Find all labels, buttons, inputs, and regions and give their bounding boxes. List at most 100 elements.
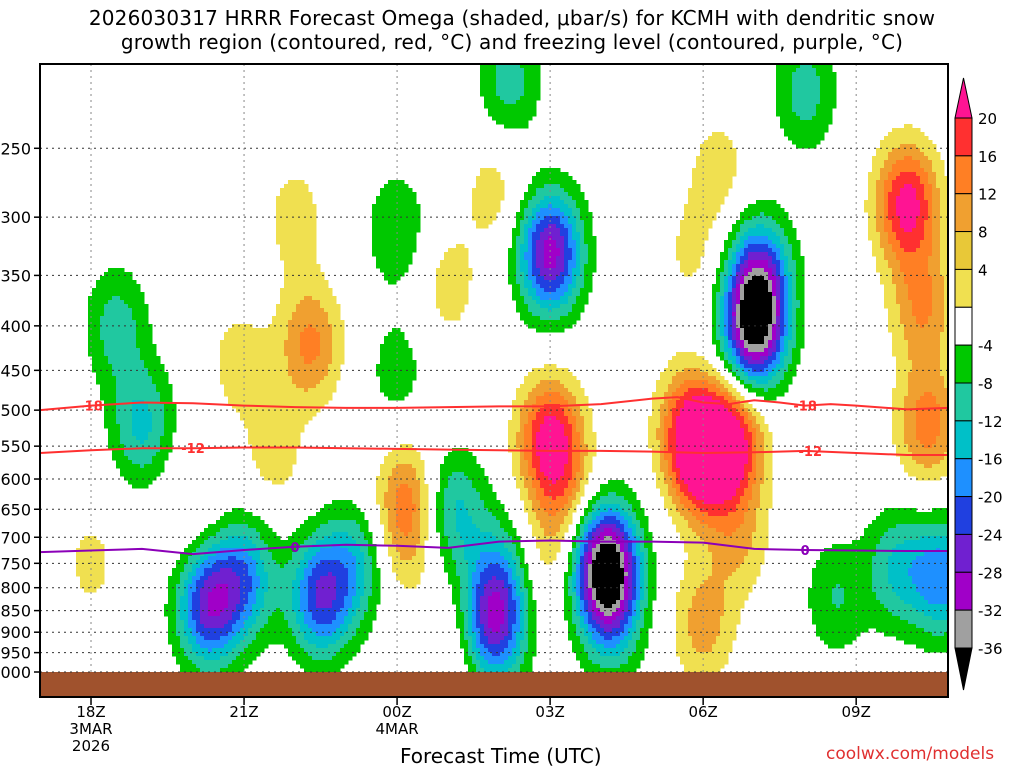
omega-cell <box>928 284 933 289</box>
omega-cell <box>796 264 801 269</box>
omega-cell <box>728 148 733 153</box>
omega-cell <box>784 220 789 225</box>
omega-cell <box>928 316 933 321</box>
omega-cell <box>932 356 937 361</box>
omega-cell <box>556 276 561 281</box>
omega-cell <box>920 192 925 197</box>
omega-cell <box>740 216 745 221</box>
omega-cell <box>936 348 941 353</box>
omega-cell <box>800 340 805 345</box>
omega-cell <box>732 300 737 305</box>
omega-cell <box>528 212 533 217</box>
omega-cell <box>128 340 133 345</box>
omega-cell <box>760 324 765 329</box>
omega-cell <box>896 152 901 157</box>
omega-cell <box>132 356 137 361</box>
omega-cell <box>388 364 393 369</box>
omega-cell <box>548 232 553 237</box>
omega-cell <box>564 268 569 273</box>
omega-cell <box>128 280 133 285</box>
omega-cell <box>408 244 413 249</box>
omega-cell <box>796 128 801 133</box>
omega-cell <box>772 296 777 301</box>
omega-cell <box>912 140 917 145</box>
omega-cell <box>312 264 317 269</box>
omega-cell <box>876 164 881 169</box>
omega-cell <box>276 200 281 205</box>
omega-cell <box>572 260 577 265</box>
omega-cell <box>936 168 941 173</box>
omega-cell <box>760 236 765 241</box>
omega-cell <box>924 184 929 189</box>
omega-cell <box>572 216 577 221</box>
omega-cell <box>520 68 525 73</box>
omega-cell <box>684 212 689 217</box>
omega-cell <box>912 332 917 337</box>
omega-cell <box>300 340 305 345</box>
omega-cell <box>244 328 249 333</box>
omega-cell <box>708 168 713 173</box>
omega-cell <box>808 112 813 117</box>
omega-cell <box>508 264 513 269</box>
omega-cell <box>460 272 465 277</box>
omega-cell <box>404 224 409 229</box>
omega-cell <box>524 316 529 321</box>
omega-cell <box>512 228 517 233</box>
omega-cell <box>156 356 161 361</box>
omega-cell <box>524 300 529 305</box>
omega-cell <box>320 284 325 289</box>
omega-cell <box>324 284 329 289</box>
omega-cell <box>876 188 881 193</box>
omega-cell <box>568 176 573 181</box>
omega-cell <box>288 304 293 309</box>
omega-cell <box>928 280 933 285</box>
omega-cell <box>812 128 817 133</box>
omega-cell <box>532 188 537 193</box>
omega-cell <box>564 368 569 373</box>
omega-cell <box>528 240 533 245</box>
omega-cell <box>316 328 321 333</box>
omega-cell <box>536 268 541 273</box>
omega-cell <box>920 196 925 201</box>
omega-cell <box>712 320 717 325</box>
omega-cell <box>328 288 333 293</box>
omega-cell <box>396 220 401 225</box>
omega-cell <box>756 244 761 249</box>
omega-cell <box>688 272 693 277</box>
omega-cell <box>560 296 565 301</box>
omega-cell <box>728 308 733 313</box>
omega-cell <box>896 272 901 277</box>
omega-cell <box>300 232 305 237</box>
omega-cell <box>700 208 705 213</box>
omega-cell <box>400 232 405 237</box>
omega-cell <box>588 264 593 269</box>
omega-cell <box>528 228 533 233</box>
omega-cell <box>752 360 757 365</box>
omega-cell <box>240 368 245 373</box>
omega-cell <box>400 200 405 205</box>
omega-cell <box>524 88 529 93</box>
omega-cell <box>936 272 941 277</box>
omega-cell <box>792 120 797 125</box>
omega-cell <box>492 72 497 77</box>
omega-cell <box>396 336 401 341</box>
omega-cell <box>552 256 557 261</box>
omega-cell <box>392 180 397 185</box>
omega-cell <box>820 128 825 133</box>
omega-cell <box>392 276 397 281</box>
omega-cell <box>512 280 517 285</box>
omega-cell <box>304 316 309 321</box>
omega-cell <box>308 316 313 321</box>
omega-cell <box>248 332 253 337</box>
omega-cell <box>760 300 765 305</box>
omega-cell <box>720 156 725 161</box>
omega-cell <box>776 92 781 97</box>
omega-cell <box>312 284 317 289</box>
omega-cell <box>804 72 809 77</box>
omega-cell <box>408 256 413 261</box>
omega-cell <box>512 276 517 281</box>
omega-cell <box>396 272 401 277</box>
omega-cell <box>308 212 313 217</box>
omega-cell <box>732 272 737 277</box>
omega-cell <box>444 260 449 265</box>
